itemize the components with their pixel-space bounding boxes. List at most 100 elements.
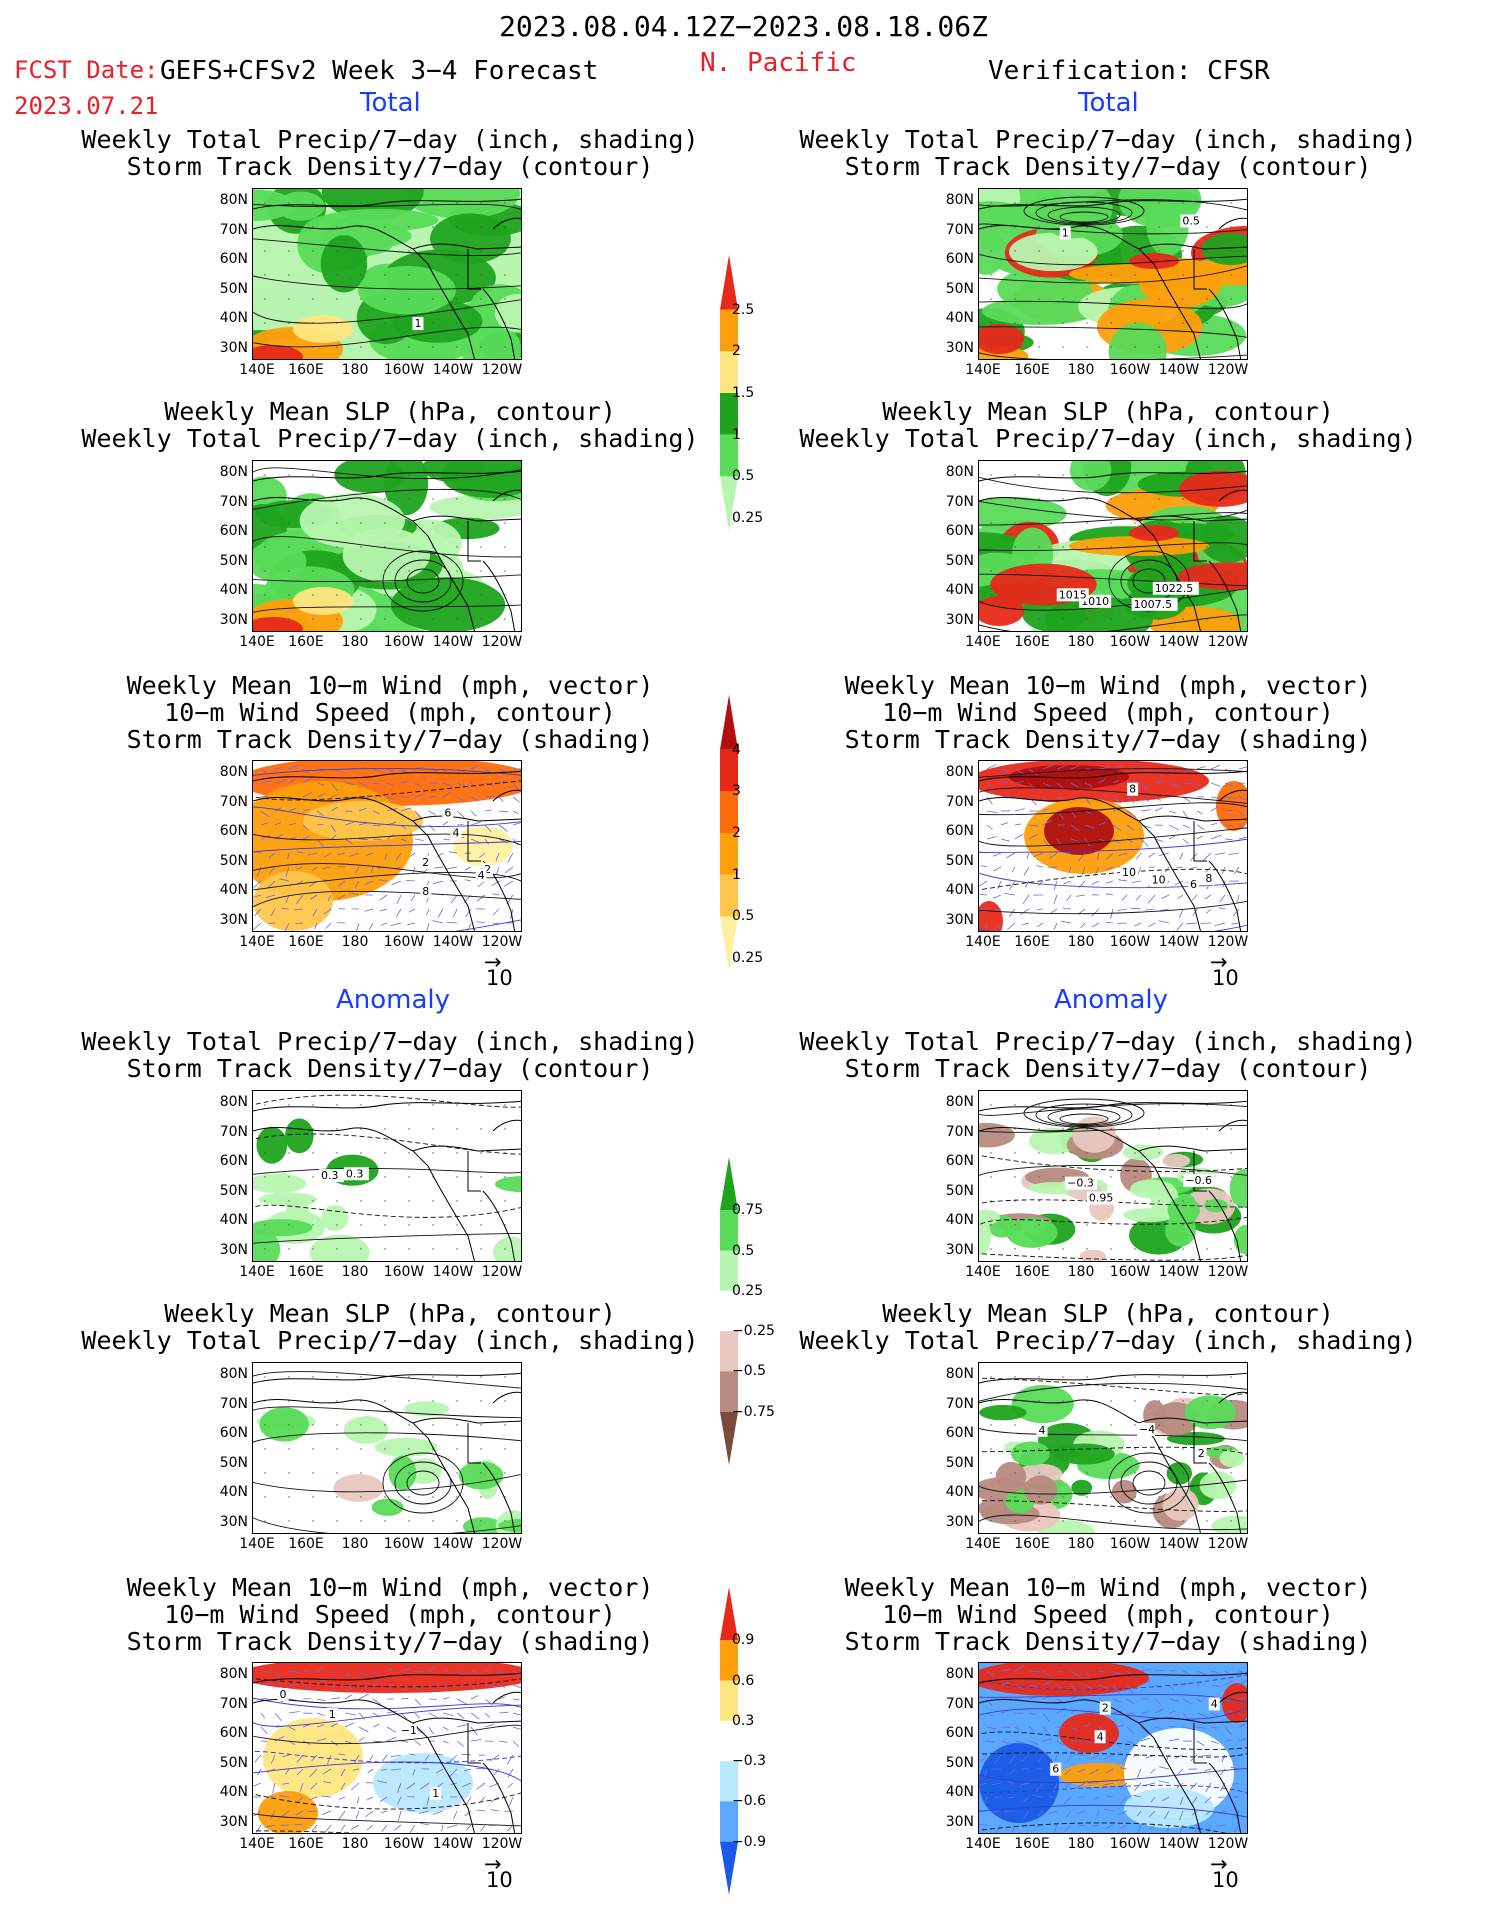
grid-dot xyxy=(990,594,992,596)
wind-vector xyxy=(1000,838,1010,842)
wind-vector xyxy=(365,1810,374,1818)
map-plot: 1 xyxy=(253,189,521,359)
shading-region xyxy=(285,1118,314,1154)
wind-vector xyxy=(1150,1768,1156,1774)
wind-vector xyxy=(995,1824,1002,1833)
shading-region xyxy=(1162,1154,1191,1168)
grid-dot xyxy=(384,1224,386,1226)
contour-label: 1022.5 xyxy=(1152,581,1199,595)
grid-dot xyxy=(1038,474,1040,476)
grid-dot xyxy=(264,1152,266,1154)
wind-vector xyxy=(340,1824,346,1831)
colorbar-label: 0.5 xyxy=(732,468,755,485)
wind-vector xyxy=(1056,1726,1065,1728)
grid-dot xyxy=(408,618,410,620)
coastline xyxy=(979,796,1201,931)
wind-vector xyxy=(1154,1698,1162,1705)
wind-vector xyxy=(1196,1740,1205,1747)
wind-vector xyxy=(1004,893,1016,896)
contour-line xyxy=(253,768,521,776)
wind-vector xyxy=(496,866,500,875)
grid-dot xyxy=(1230,250,1232,252)
wind-vector xyxy=(1103,1782,1114,1786)
panel-title-line: Weekly Mean 10−m Wind (mph, vector) xyxy=(126,671,654,700)
wind-vector xyxy=(344,1722,355,1728)
wind-vector xyxy=(432,880,444,885)
grid-dot xyxy=(1230,1520,1232,1522)
lon-tick: 160W xyxy=(1109,362,1151,378)
grid-dot xyxy=(432,1104,434,1106)
grid-dot xyxy=(1038,1448,1040,1450)
wind-vector xyxy=(325,1824,332,1833)
grid-dot xyxy=(384,1400,386,1402)
wind-vector xyxy=(1056,1707,1066,1714)
wind-vector xyxy=(294,1823,304,1826)
shading-region xyxy=(1029,1128,1080,1154)
grid-dot xyxy=(312,1152,314,1154)
lon-tick: 120W xyxy=(481,362,523,378)
grid-dot xyxy=(1086,1496,1088,1498)
shading-region xyxy=(253,1230,281,1261)
wind-vector xyxy=(1042,1670,1051,1677)
wind-vector xyxy=(1204,894,1212,900)
grid-dot xyxy=(504,202,506,204)
wind-vector xyxy=(470,1695,479,1700)
grid-dot xyxy=(1014,1424,1016,1426)
grid-dot xyxy=(264,1448,266,1450)
grid-dot xyxy=(456,546,458,548)
coastline xyxy=(1218,789,1247,802)
lat-tick: 60N xyxy=(945,523,974,539)
contour-line xyxy=(1047,206,1121,224)
grid-dot xyxy=(1230,1152,1232,1154)
wind-vector xyxy=(1037,1810,1044,1817)
wind-vector xyxy=(1000,1668,1011,1672)
wind-vector xyxy=(1218,907,1226,910)
wind-vector xyxy=(1007,1796,1016,1799)
wind-vector xyxy=(364,908,374,912)
grid-dot xyxy=(1062,298,1064,300)
contour-line xyxy=(253,1094,521,1108)
lon-tick: 120W xyxy=(1207,1836,1249,1852)
colorbar-segment xyxy=(720,1371,738,1412)
grid-dot xyxy=(312,1520,314,1522)
map-plot: 2−44 xyxy=(979,1363,1247,1533)
grid-dot xyxy=(1062,546,1064,548)
grid-dot xyxy=(480,1520,482,1522)
lat-tick: 40N xyxy=(219,882,248,898)
lat-tick: 40N xyxy=(219,310,248,326)
lon-tick: 180 xyxy=(341,1836,369,1852)
grid-dot xyxy=(1110,1152,1112,1154)
wind-vector xyxy=(1140,824,1152,829)
wind-vector xyxy=(282,1754,290,1758)
wind-vector xyxy=(1177,894,1184,900)
grid-dot xyxy=(264,1176,266,1178)
wind-vector xyxy=(381,1768,388,1771)
lat-tick: 70N xyxy=(945,221,974,238)
wind-vector xyxy=(397,1782,402,1794)
wind-vector xyxy=(979,880,988,887)
lon-tick: 180 xyxy=(341,1264,369,1280)
grid-dot xyxy=(1086,1472,1088,1474)
wind-vector xyxy=(302,824,309,830)
wind-vector xyxy=(285,866,290,877)
wind-vector xyxy=(1098,1670,1106,1673)
grid-dot xyxy=(1182,346,1184,348)
wind-vector xyxy=(1042,1680,1052,1686)
wind-vector xyxy=(414,810,422,819)
wind-vector xyxy=(400,780,408,784)
grid-dot xyxy=(504,474,506,476)
lat-tick: 70N xyxy=(945,793,974,810)
wind-vector xyxy=(1098,838,1106,842)
lon-tick: 140W xyxy=(432,934,474,950)
colorbar-segment xyxy=(720,695,738,750)
wind-vector xyxy=(1158,1780,1170,1784)
wind-vector xyxy=(986,782,993,788)
lon-tick: 160W xyxy=(1109,1536,1151,1552)
wind-vector xyxy=(453,908,458,918)
grid-dot xyxy=(360,250,362,252)
grid-dot xyxy=(312,1200,314,1202)
grid-dot xyxy=(1062,1152,1064,1154)
grid-dot xyxy=(456,1104,458,1106)
grid-dot xyxy=(1062,474,1064,476)
lat-tick: 80N xyxy=(945,1666,974,1682)
